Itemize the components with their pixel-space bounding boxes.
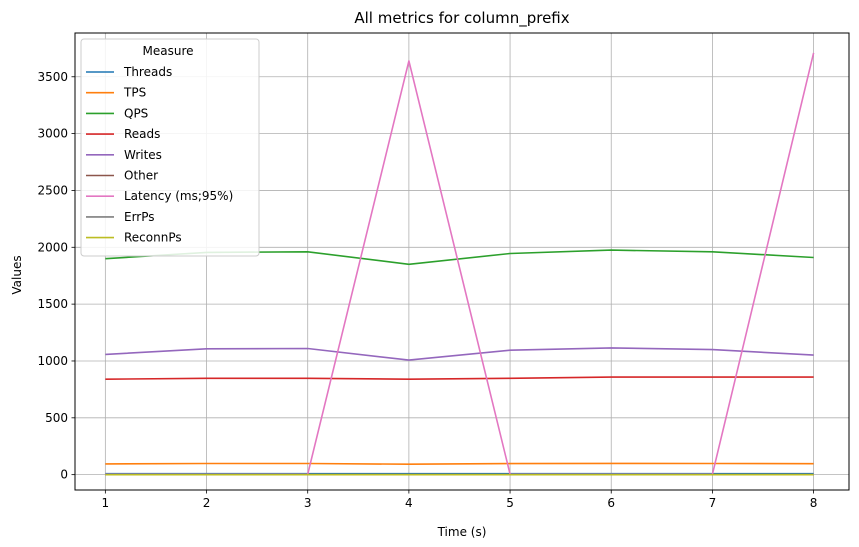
legend-entry: Threads	[123, 65, 172, 79]
x-tick-label: 6	[607, 496, 615, 510]
legend-entry: QPS	[124, 106, 148, 120]
y-tick-label: 500	[45, 411, 68, 425]
y-tick-label: 3000	[37, 127, 68, 141]
y-tick-label: 0	[60, 468, 68, 482]
y-tick-label: 2000	[37, 240, 68, 254]
y-axis-label: Values	[10, 255, 24, 294]
x-tick-label: 2	[203, 496, 211, 510]
x-tick-label: 8	[810, 496, 818, 510]
legend-entry: Writes	[124, 148, 162, 162]
x-tick-label: 1	[102, 496, 110, 510]
x-tick-label: 7	[709, 496, 717, 510]
x-tick-label: 4	[405, 496, 413, 510]
x-axis-label: Time (s)	[437, 525, 487, 539]
series-line-writes	[105, 347, 814, 361]
x-tick-label: 3	[304, 496, 312, 510]
y-tick-label: 3500	[37, 70, 68, 84]
legend-entry: TPS	[123, 86, 146, 100]
legend: Measure Threads TPS QPS Reads Writes Other Late…	[80, 38, 260, 257]
x-tick-label: 5	[506, 496, 514, 510]
legend-box	[80, 38, 260, 257]
x-axis: 1 2 3 4 5 6 7 8	[102, 490, 818, 510]
grid	[75, 33, 849, 490]
series-line-reads	[105, 376, 814, 381]
y-tick-label: 1000	[37, 354, 68, 368]
y-tick-label: 1500	[37, 297, 68, 311]
legend-title: Measure	[143, 44, 194, 58]
plot-frame	[74, 32, 850, 491]
y-tick-label: 2500	[37, 183, 68, 197]
series-line-tps	[105, 462, 814, 466]
y-axis: 0 500 1000 1500 2000 2500 3000 3500	[37, 70, 75, 482]
chart-title: All metrics for column_prefix	[354, 9, 569, 28]
legend-entry: ReconnPs	[124, 231, 182, 245]
legend-entry: Reads	[124, 127, 160, 141]
legend-entry: ErrPs	[124, 210, 155, 224]
legend-entry: Other	[124, 169, 158, 183]
legend-entry: Latency (ms;95%)	[124, 189, 233, 203]
